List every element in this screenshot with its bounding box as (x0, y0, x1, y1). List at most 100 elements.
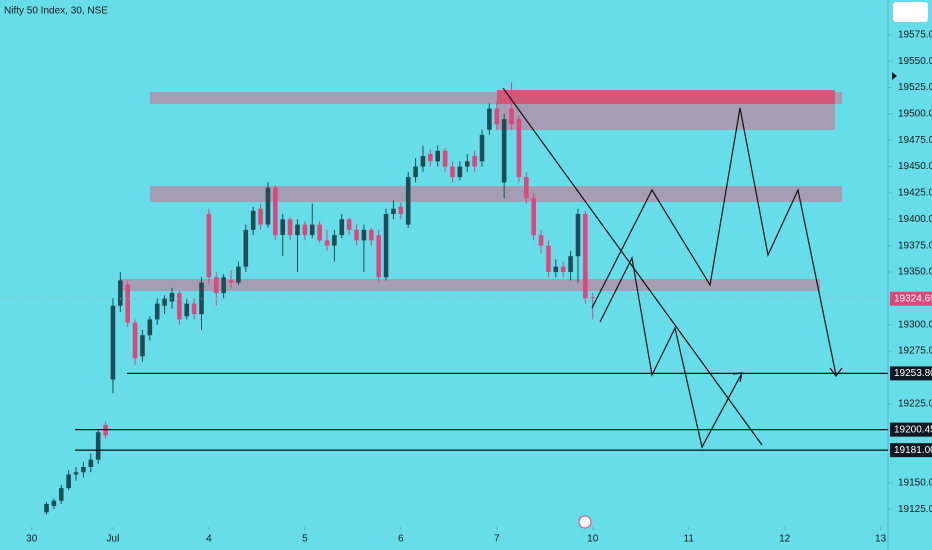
x-tick-label: 11 (684, 534, 695, 545)
level-label: 19253.80 (894, 368, 932, 379)
candle-body (125, 284, 130, 323)
chart-title: Nifty 50 Index, 30, NSE (4, 6, 108, 17)
candle-body (184, 303, 190, 317)
level-label: 19200.45 (894, 424, 932, 435)
candle-body (487, 108, 492, 130)
candle-body (169, 293, 175, 302)
candle-body (280, 219, 286, 236)
x-tick-label: 4 (206, 534, 212, 545)
candle-body (250, 210, 256, 230)
x-tick-label: 13 (875, 534, 887, 545)
candle-body (346, 219, 352, 230)
y-tick-label: 19525.00 (898, 82, 932, 93)
candle-body (265, 187, 271, 225)
last-price-label: 19324.65 (894, 293, 932, 304)
y-tick-label: 19150.00 (898, 477, 932, 488)
candle-body (88, 459, 94, 468)
candle-body (324, 240, 330, 246)
level-label-box (890, 443, 932, 458)
candle-body (309, 224, 315, 236)
candle-body (420, 156, 426, 167)
arrow-head (829, 367, 843, 377)
candle-body (369, 229, 374, 241)
candle-body (494, 108, 500, 125)
candle-body (81, 467, 86, 473)
zone (497, 90, 835, 104)
candle-body (213, 277, 219, 294)
level-label-box (890, 366, 932, 381)
x-tick-label: 12 (779, 534, 791, 545)
candle-body (236, 266, 241, 283)
candle-body (66, 474, 71, 489)
candle-body (44, 503, 49, 513)
candle-body (273, 187, 278, 236)
candle-body (583, 214, 588, 299)
button[interactable] (893, 2, 928, 22)
candle-body (191, 303, 197, 315)
candle-body (118, 280, 123, 306)
candle-body (428, 153, 433, 162)
x-tick-label: Jul (107, 534, 120, 545)
candle-body (405, 177, 411, 225)
candle-body (398, 206, 404, 215)
candle-body (524, 177, 529, 199)
y-tick-label: 19500.00 (898, 108, 932, 119)
candle-body (221, 277, 226, 294)
candle-body (538, 235, 544, 246)
y-tick-label: 19450.00 (898, 161, 932, 172)
candle-body (553, 266, 559, 272)
candle-body (302, 224, 308, 236)
candle-body (442, 150, 448, 167)
candle-body (376, 235, 381, 278)
candle-body (132, 322, 138, 359)
x-tick-label: 5 (302, 534, 308, 545)
candle-body (339, 219, 345, 236)
candle-body (435, 150, 441, 162)
candle-body (413, 166, 418, 178)
candle-body (546, 245, 551, 272)
candle-body (287, 219, 293, 236)
level-label-box (890, 422, 932, 437)
candle-body (479, 134, 485, 162)
candle-body (472, 156, 477, 167)
candle-body (317, 224, 322, 241)
candle-body (58, 488, 64, 501)
x-tick-label: 30 (26, 534, 38, 545)
candle-body (243, 229, 249, 267)
candle-body (457, 166, 463, 178)
candle-body (391, 208, 396, 215)
x-tick-label: 7 (494, 534, 500, 545)
candle-body (509, 108, 514, 125)
y-tick-label: 19125.00 (898, 504, 932, 515)
candle-body (177, 293, 182, 320)
y-tick-label: 19550.00 (898, 56, 932, 67)
trend-line (502, 87, 763, 446)
x-tick-label: 10 (587, 534, 599, 545)
candle-body (140, 335, 145, 357)
candle-body (110, 305, 116, 380)
candle-body (95, 432, 101, 460)
y-tick-label: 19475.00 (898, 135, 932, 146)
candle-body (206, 214, 212, 278)
candle-body (354, 229, 359, 241)
scroll-marker (892, 72, 897, 80)
candle-body (258, 208, 263, 225)
candle-body (295, 224, 300, 236)
candle-body (147, 319, 153, 336)
y-tick-label: 19350.00 (898, 267, 932, 278)
candle-body (501, 119, 507, 183)
candle-body (590, 297, 596, 299)
zone (120, 279, 820, 291)
projection-path (591, 107, 837, 376)
candle-body (450, 166, 455, 178)
y-tick-label: 19400.00 (898, 214, 932, 225)
candle-body (332, 235, 337, 246)
y-tick-label: 19225.00 (898, 398, 932, 409)
event-icon[interactable] (578, 515, 592, 529)
candle-body (531, 198, 536, 236)
y-tick-label: 19275.00 (898, 346, 932, 357)
candle-body (228, 280, 234, 283)
candle-body (560, 266, 566, 272)
y-tick-label: 19375.00 (898, 240, 932, 251)
